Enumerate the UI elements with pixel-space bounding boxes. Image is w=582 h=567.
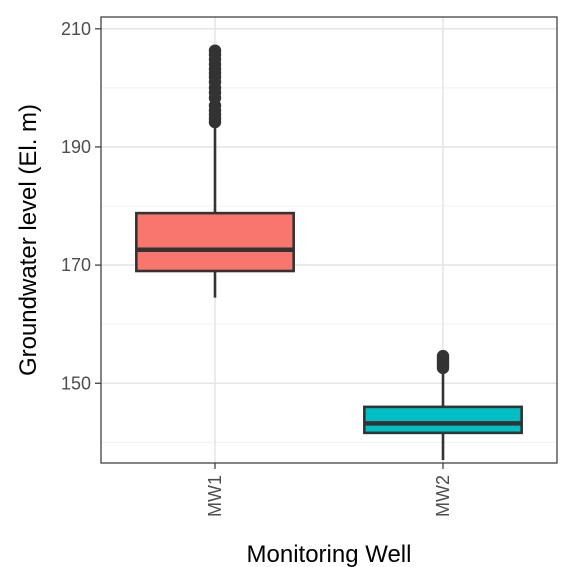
y-tick-label: 150 <box>61 373 91 393</box>
y-axis-title: Groundwater level (El. m) <box>15 104 42 376</box>
box-mw2 <box>363 349 523 461</box>
box-mw1 <box>135 44 295 298</box>
x-tick-label: MW1 <box>205 475 225 517</box>
y-axis: 150 170 190 210 <box>61 19 101 393</box>
x-axis: MW1 MW2 <box>205 463 453 517</box>
x-tick-label: MW2 <box>433 475 453 517</box>
x-axis-title: Monitoring Well <box>247 541 412 567</box>
box-body <box>363 405 523 435</box>
outlier-point <box>208 44 222 57</box>
panel-border <box>100 16 558 464</box>
y-tick-label: 170 <box>61 255 91 275</box>
y-tick-label: 190 <box>61 137 91 157</box>
box-series <box>135 44 523 461</box>
outlier-point <box>436 349 450 363</box>
y-tick-label: 210 <box>61 19 91 39</box>
box-body <box>135 211 295 273</box>
